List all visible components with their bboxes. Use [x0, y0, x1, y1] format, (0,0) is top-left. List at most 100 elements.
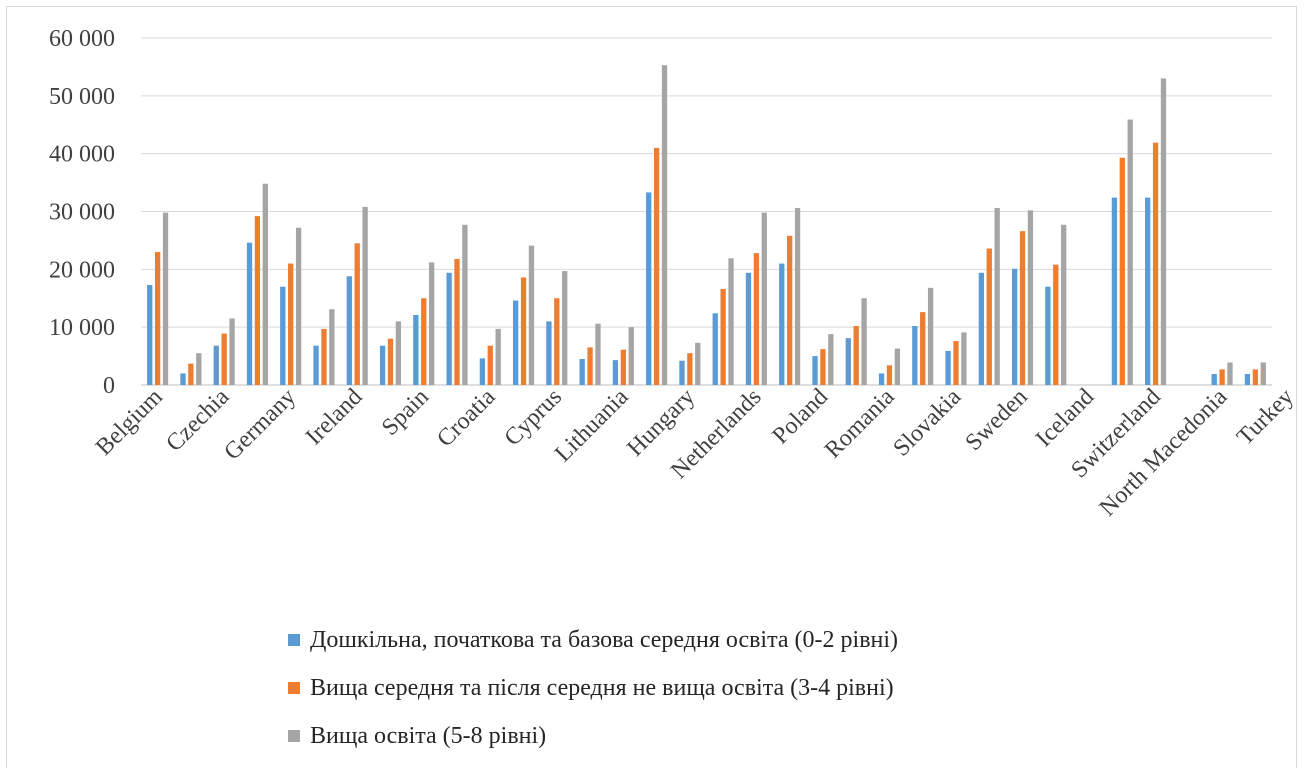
bar: [628, 327, 634, 385]
x-tick-label: Poland: [768, 384, 834, 450]
bar: [1027, 210, 1034, 385]
bar: [595, 323, 601, 385]
bar: [413, 315, 419, 385]
bar: [329, 309, 335, 385]
bar: [861, 298, 867, 385]
bar: [1219, 369, 1225, 385]
x-tick-label: Sweden: [961, 384, 1033, 456]
bar: [927, 287, 934, 385]
bar: [313, 345, 319, 385]
bar: [820, 349, 826, 385]
x-tick-label: Lithuania: [550, 384, 634, 468]
bar: [321, 328, 327, 385]
bar: [745, 272, 752, 385]
legend-swatch: [288, 634, 300, 646]
y-tick-label: 30 000: [49, 200, 115, 226]
bar: [379, 345, 386, 385]
bar: [787, 235, 793, 385]
bar: [487, 345, 493, 385]
bar: [180, 373, 186, 385]
y-tick-label: 20 000: [49, 257, 115, 283]
bar: [920, 312, 926, 385]
x-tick-label: Ireland: [301, 384, 367, 450]
bar: [154, 251, 161, 385]
bar: [679, 360, 685, 385]
bar: [753, 253, 760, 385]
bar: [229, 318, 235, 385]
x-tick-label: Croatia: [432, 384, 501, 453]
chart-frame: [6, 6, 1297, 768]
bar: [712, 313, 718, 385]
legend-item: Дошкільна, початкова та базова середня о…: [288, 616, 898, 664]
bar: [1011, 268, 1018, 385]
x-tick-label: Germany: [219, 384, 301, 466]
bar: [162, 212, 169, 385]
bar: [945, 350, 951, 385]
bar: [512, 300, 519, 385]
bar: [695, 342, 701, 385]
bar: [196, 353, 202, 385]
bar: [978, 272, 984, 385]
bar: [1053, 264, 1059, 385]
bar: [554, 298, 560, 385]
bar: [1211, 374, 1217, 385]
bar: [1111, 197, 1118, 385]
bar: [587, 347, 593, 385]
bar: [1045, 286, 1051, 385]
bar: [1145, 197, 1151, 385]
bar: [1019, 231, 1026, 385]
bar: [354, 243, 360, 385]
bar: [295, 227, 302, 385]
bar: [462, 224, 468, 385]
bar: [612, 360, 619, 385]
bar: [653, 147, 660, 385]
legend-label: Дошкільна, початкова та базова середня о…: [310, 626, 899, 653]
bar: [479, 358, 486, 385]
legend-swatch: [288, 682, 300, 694]
bar: [620, 349, 626, 385]
legend-item: Вища освіта (5-8 рівні): [288, 712, 898, 760]
bar: [546, 321, 552, 385]
bar: [562, 271, 568, 385]
bar: [362, 206, 368, 385]
bar: [845, 338, 851, 385]
bar: [878, 373, 885, 385]
bar: [147, 284, 153, 385]
legend-swatch: [288, 730, 300, 742]
y-tick-label: 10 000: [49, 315, 115, 341]
bar: [1152, 142, 1159, 385]
bar: [1227, 362, 1233, 385]
bar: [761, 212, 767, 385]
bar: [661, 65, 668, 385]
bar: [246, 242, 253, 385]
bar: [262, 183, 268, 385]
bar: [346, 276, 352, 385]
bar: [961, 332, 967, 385]
bar: [579, 358, 585, 385]
bar: [728, 258, 734, 385]
legend-item: Вища середня та після середня не вища ос…: [288, 664, 898, 712]
bar: [446, 272, 452, 385]
bar: [1160, 78, 1167, 385]
bar: [495, 328, 501, 385]
bar: [454, 258, 460, 385]
x-tick-label: Turkey: [1232, 384, 1299, 451]
legend-label: Вища середня та після середня не вища ос…: [310, 674, 894, 701]
bar: [213, 345, 219, 385]
bar: [1260, 362, 1266, 385]
bar: [429, 262, 435, 385]
x-tick-label: Spain: [377, 384, 434, 441]
bar: [1119, 157, 1125, 385]
bar: [1061, 224, 1067, 385]
bar: [395, 321, 402, 385]
bar: [421, 298, 427, 385]
bar: [986, 248, 992, 385]
bar: [779, 263, 785, 385]
bar: [221, 333, 227, 385]
y-tick-label: 40 000: [49, 142, 115, 168]
bar: [720, 288, 726, 385]
bar: [994, 208, 1000, 385]
bar: [288, 263, 294, 385]
bar: [912, 326, 918, 385]
bar: [812, 356, 818, 385]
